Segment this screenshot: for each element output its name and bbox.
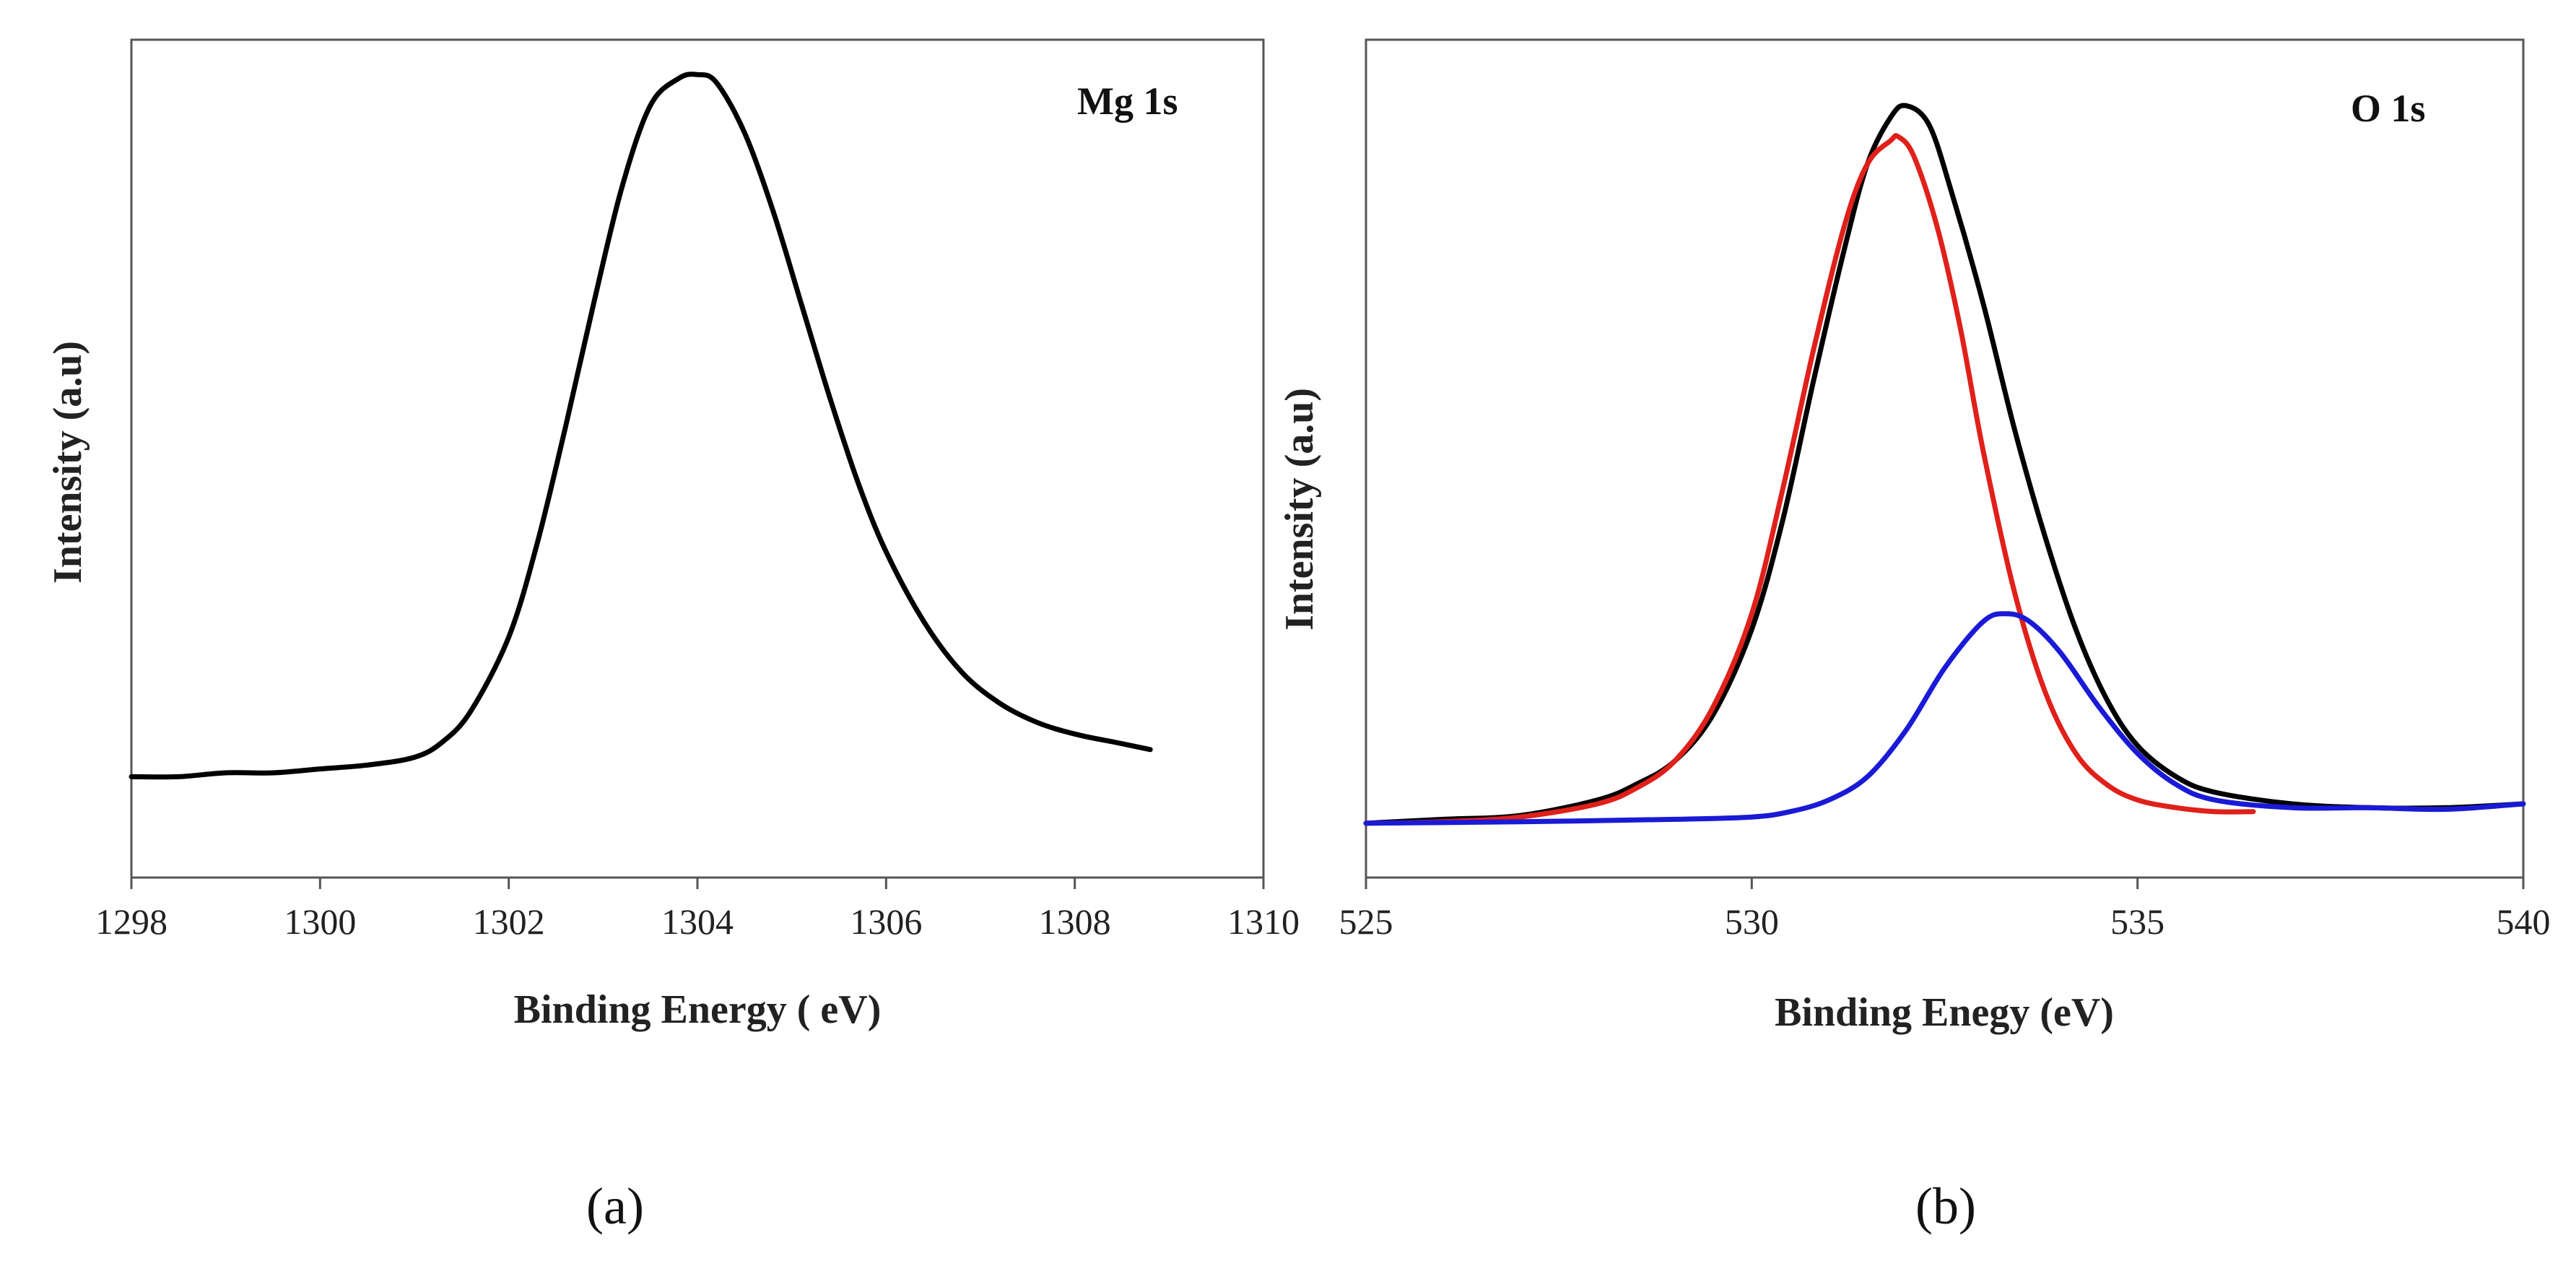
x-tick-label: 540 — [2497, 901, 2551, 942]
y-axis-title-b: Intensity (a.u) — [1277, 388, 1322, 631]
annotation-mg-1s: Mg 1s — [1077, 79, 1178, 123]
panel-label-a: (a) — [586, 1177, 644, 1235]
panel-label-b: (b) — [1915, 1177, 1976, 1235]
x-axis-title-a: Binding Energy ( eV) — [514, 987, 882, 1032]
series-group-b — [1363, 103, 2526, 826]
x-tick-label: 530 — [1725, 901, 1779, 942]
plot-frame-b — [1365, 38, 2525, 879]
series-group-a — [129, 72, 1153, 780]
series-line-mg-1s — [129, 72, 1153, 780]
x-axis-title-b: Binding Enegy (eV) — [1775, 990, 2114, 1035]
x-tick-label: 1306 — [850, 901, 922, 942]
x-tick-label: 1300 — [284, 901, 356, 942]
x-tick-label: 1304 — [661, 901, 734, 942]
x-tick-label: 1298 — [95, 901, 167, 942]
x-tick-label: 525 — [1339, 901, 1393, 942]
panel-a: 1298 1300 1302 1304 1306 1308 1310 Mg 1s Bindi… — [45, 38, 1300, 1235]
panel-b: 525 530 535 540 O 1s Binding Enegy (eV) Int… — [1277, 38, 2551, 1235]
x-tick-label: 1310 — [1227, 901, 1300, 942]
plot-frame-a — [130, 38, 1265, 879]
series-line-component-2 — [1363, 611, 2526, 826]
x-tick-label: 1308 — [1039, 901, 1111, 942]
series-line-experimental — [1363, 103, 2526, 826]
x-tick-label: 535 — [2110, 901, 2164, 942]
x-ticks-a: 1298 1300 1302 1304 1306 1308 1310 — [95, 878, 1300, 942]
x-ticks-b: 525 530 535 540 — [1339, 878, 2551, 942]
annotation-o-1s: O 1s — [2351, 87, 2426, 130]
x-tick-label: 1302 — [473, 901, 545, 942]
y-axis-title-a: Intensity (a.u) — [45, 341, 90, 584]
series-line-component-1 — [1363, 133, 2256, 826]
